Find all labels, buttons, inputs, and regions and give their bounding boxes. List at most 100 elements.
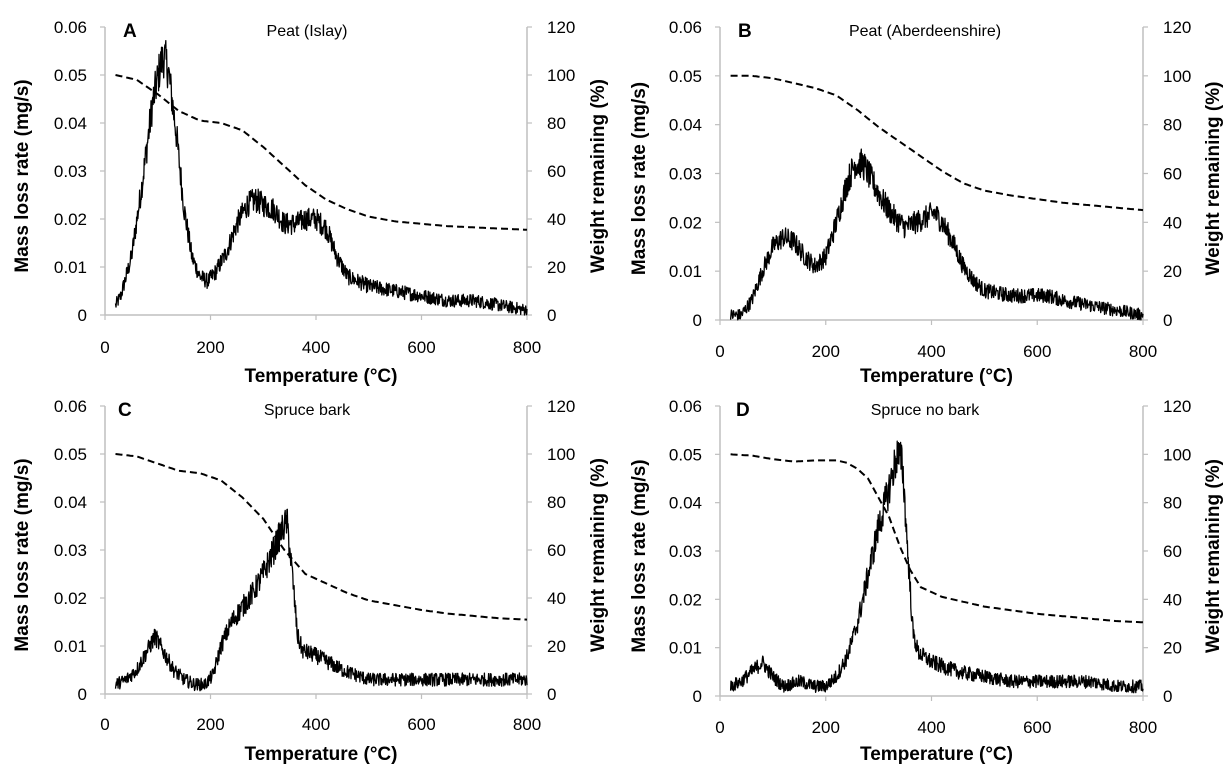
panel-letter: A xyxy=(123,21,137,42)
weight-remaining-line xyxy=(730,453,1144,624)
y-tick-label: 0.06 xyxy=(669,18,702,37)
x-tick-label: 200 xyxy=(812,342,840,361)
panel-letter: D xyxy=(736,400,750,421)
y2-axis-title: Weight remaining (%) xyxy=(1203,82,1224,276)
y2-tick-label: 60 xyxy=(547,541,566,560)
y-tick-label: 0.06 xyxy=(54,397,87,416)
y-tick-label: 0.03 xyxy=(669,165,702,184)
x-tick-label: 0 xyxy=(100,338,109,357)
mass-loss-rate-line xyxy=(729,148,1144,321)
y2-tick-label: 20 xyxy=(1163,639,1182,658)
y2-axis-title: Weight remaining (%) xyxy=(588,79,609,273)
y-tick-label: 0 xyxy=(693,687,702,706)
y-tick-label: 0.05 xyxy=(54,445,87,464)
y-tick-label: 0 xyxy=(78,306,87,325)
y2-tick-label: 100 xyxy=(1163,67,1191,86)
y2-tick-label: 120 xyxy=(1163,397,1191,416)
panel-title: Peat (Islay) xyxy=(267,23,348,40)
panel-d: 0 0.01 0.02 0.03 0.04 0.05 0.06 0 20 40 60 80 100 120… xyxy=(629,397,1224,764)
y-tick-label: 0.05 xyxy=(54,66,87,85)
y2-tick-label: 60 xyxy=(547,162,566,181)
y2-axis-title: Weight remaining (%) xyxy=(1203,459,1224,653)
y-tick-label: 0.01 xyxy=(54,637,87,656)
y-axis-title: Mass loss rate (mg/s) xyxy=(12,79,33,272)
panel-title: Peat (Aberdeenshire) xyxy=(849,23,1001,40)
y-tick-label: 0.03 xyxy=(54,162,87,181)
y2-tick-label: 80 xyxy=(1163,494,1182,513)
x-tick-label: 400 xyxy=(302,338,330,357)
x-axis-title: Temperature (°C) xyxy=(860,744,1013,764)
panel-title: Spruce no bark xyxy=(871,402,981,419)
y-axis-title: Mass loss rate (mg/s) xyxy=(12,458,33,651)
y2-tick-label: 60 xyxy=(1163,542,1182,561)
x-tick-label: 400 xyxy=(917,718,945,737)
x-tick-label: 800 xyxy=(1129,342,1157,361)
x-tick-label: 0 xyxy=(100,715,109,734)
y2-tick-label: 80 xyxy=(1163,116,1182,135)
y2-tick-label: 40 xyxy=(547,210,566,229)
x-tick-label: 600 xyxy=(1023,718,1051,737)
weight-remaining-line xyxy=(115,453,528,621)
y2-tick-label: 40 xyxy=(547,589,566,608)
y-tick-label: 0.05 xyxy=(669,67,702,86)
y-tick-label: 0.02 xyxy=(54,589,87,608)
y2-tick-label: 80 xyxy=(547,114,566,133)
y2-tick-label: 120 xyxy=(547,397,575,416)
x-tick-label: 400 xyxy=(917,342,945,361)
y-tick-label: 0.03 xyxy=(669,542,702,561)
y2-axis-title: Weight remaining (%) xyxy=(588,458,609,652)
x-tick-label: 600 xyxy=(1023,342,1051,361)
y-tick-label: 0.04 xyxy=(669,116,702,135)
x-axis-title: Temperature (°C) xyxy=(245,744,398,764)
y2-tick-label: 0 xyxy=(1163,311,1172,330)
y2-tick-label: 120 xyxy=(547,18,575,37)
y-tick-label: 0.04 xyxy=(54,114,87,133)
x-tick-label: 0 xyxy=(715,718,724,737)
y2-tick-label: 20 xyxy=(1163,262,1182,281)
y-axis-title: Mass loss rate (mg/s) xyxy=(629,82,650,275)
y2-tick-label: 20 xyxy=(547,258,566,277)
y-tick-label: 0.01 xyxy=(669,639,702,658)
y2-tick-label: 0 xyxy=(547,685,556,704)
y2-tick-label: 100 xyxy=(547,66,575,85)
y-tick-label: 0.04 xyxy=(669,494,702,513)
y2-tick-label: 0 xyxy=(1163,687,1172,706)
y-tick-label: 0.02 xyxy=(54,210,87,229)
x-tick-label: 800 xyxy=(1129,718,1157,737)
x-tick-label: 600 xyxy=(407,715,435,734)
y2-tick-label: 0 xyxy=(547,306,556,325)
y2-tick-label: 20 xyxy=(547,637,566,656)
panel-letter: B xyxy=(738,21,752,42)
y-axis-title: Mass loss rate (mg/s) xyxy=(629,459,650,652)
y2-tick-label: 100 xyxy=(1163,445,1191,464)
mass-loss-rate-line xyxy=(729,440,1144,694)
mass-loss-rate-line xyxy=(114,40,528,316)
mass-loss-rate-line xyxy=(114,508,528,692)
x-tick-label: 800 xyxy=(513,715,541,734)
panel-a: 0 0.01 0.02 0.03 0.04 0.05 0.06 0 20 40 60 80 100 120… xyxy=(12,18,609,387)
y2-tick-label: 100 xyxy=(547,445,575,464)
panel-letter: C xyxy=(118,400,132,421)
y-tick-label: 0.06 xyxy=(54,18,87,37)
y-tick-label: 0.03 xyxy=(54,541,87,560)
y2-tick-label: 40 xyxy=(1163,213,1182,232)
x-tick-label: 200 xyxy=(196,715,224,734)
panel-b: 0 0.01 0.02 0.03 0.04 0.05 0.06 0 20 40 60 80 100 120… xyxy=(629,18,1224,387)
y-tick-label: 0 xyxy=(693,311,702,330)
x-axis-title: Temperature (°C) xyxy=(860,366,1013,387)
x-axis-title: Temperature (°C) xyxy=(245,366,398,387)
y-tick-label: 0.02 xyxy=(669,590,702,609)
y-tick-label: 0.06 xyxy=(669,397,702,416)
y-tick-label: 0.01 xyxy=(669,262,702,281)
x-tick-label: 600 xyxy=(407,338,435,357)
y2-tick-label: 40 xyxy=(1163,590,1182,609)
y-tick-label: 0 xyxy=(78,685,87,704)
panel-title: Spruce bark xyxy=(264,402,351,419)
weight-remaining-line xyxy=(730,74,1144,212)
y2-tick-label: 60 xyxy=(1163,165,1182,184)
x-tick-label: 0 xyxy=(715,342,724,361)
x-tick-label: 400 xyxy=(302,715,330,734)
x-tick-label: 200 xyxy=(196,338,224,357)
x-tick-label: 200 xyxy=(812,718,840,737)
